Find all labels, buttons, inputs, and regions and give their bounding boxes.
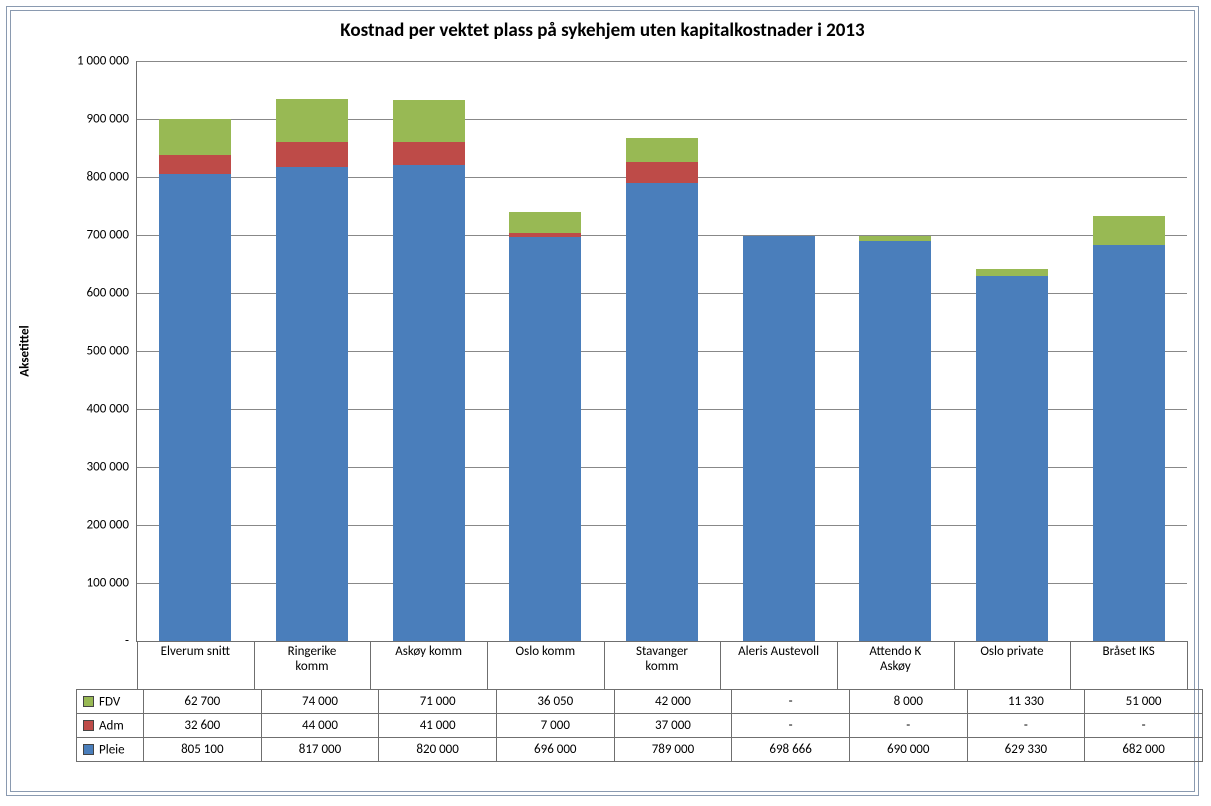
y-tick-label: 900 000	[87, 112, 137, 127]
x-tick-label: Oslo private	[954, 641, 1071, 660]
bar	[159, 119, 231, 641]
table-cell: 696 000	[496, 738, 614, 762]
table-cell: 11 330	[967, 690, 1085, 714]
bar	[1093, 216, 1165, 641]
bar	[859, 236, 931, 641]
table-cell: 37 000	[614, 714, 732, 738]
table-cell: -	[967, 714, 1085, 738]
bar-segment-adm	[276, 142, 348, 168]
x-tick-label: Attendo KAskøy	[837, 641, 954, 675]
bar-segment-pleie	[509, 237, 581, 641]
bar-segment-fdv	[276, 99, 348, 142]
legend-cell-adm: Adm	[77, 714, 144, 738]
bar-segment-fdv	[1093, 216, 1165, 246]
bar	[276, 99, 348, 641]
bar-segment-pleie	[859, 241, 931, 641]
y-tick-label: -	[125, 634, 137, 649]
table-cell: 74 000	[261, 690, 379, 714]
table-cell: 820 000	[379, 738, 497, 762]
x-tick-label: Aleris Austevoll	[720, 641, 837, 660]
bar	[743, 236, 815, 641]
bar-segment-fdv	[626, 138, 698, 162]
y-tick-label: 700 000	[87, 228, 137, 243]
table-cell: 629 330	[967, 738, 1085, 762]
table-row: Pleie 805 100817 000820 000696 000789 000…	[77, 738, 1203, 762]
table-cell: 805 100	[144, 738, 262, 762]
bar-segment-fdv	[393, 100, 465, 141]
bar	[509, 212, 581, 641]
table-cell: 36 050	[496, 690, 614, 714]
chart-title: Kostnad per vektet plass på sykehjem ute…	[11, 19, 1194, 42]
data-table: FDV62 70074 00071 00036 05042 000-8 0001…	[76, 689, 1203, 762]
x-tick-label: Oslo komm	[487, 641, 604, 660]
table-cell: 32 600	[144, 714, 262, 738]
table-cell: 71 000	[379, 690, 497, 714]
table-cell: 817 000	[261, 738, 379, 762]
chart-outer-frame: Kostnad per vektet plass på sykehjem ute…	[6, 6, 1199, 796]
y-tick-label: 1 000 000	[77, 54, 137, 69]
bar-segment-adm	[509, 233, 581, 237]
table-cell: 8 000	[849, 690, 967, 714]
x-tick-label: Askøy komm	[370, 641, 487, 660]
table-cell: 44 000	[261, 714, 379, 738]
legend-label: Adm	[99, 718, 124, 733]
table-cell: -	[732, 714, 850, 738]
plot-area: -100 000200 000300 000400 000500 000600 …	[136, 61, 1187, 642]
bar-segment-pleie	[276, 167, 348, 641]
bar	[393, 100, 465, 641]
bar-segment-pleie	[1093, 245, 1165, 641]
table-cell: 51 000	[1085, 690, 1203, 714]
y-axis-label: Aksetittel	[18, 325, 33, 376]
table-row: FDV 62 70074 00071 00036 05042 000-8 0001…	[77, 690, 1203, 714]
legend-swatch-icon	[83, 696, 94, 707]
bar-segment-adm	[626, 162, 698, 183]
table-cell: 7 000	[496, 714, 614, 738]
table-cell: 42 000	[614, 690, 732, 714]
y-tick-label: 300 000	[87, 460, 137, 475]
x-tick-label: Ringerikekomm	[254, 641, 371, 675]
bar-segment-adm	[159, 155, 231, 174]
bar-segment-pleie	[976, 276, 1048, 641]
x-tick-label: Stavangerkomm	[604, 641, 721, 675]
y-tick-label: 800 000	[87, 170, 137, 185]
bar-segment-adm	[393, 142, 465, 166]
table-cell: 62 700	[144, 690, 262, 714]
legend-cell-pleie: Pleie	[77, 738, 144, 762]
table-cell: 682 000	[1085, 738, 1203, 762]
bar-segment-pleie	[626, 183, 698, 641]
bar-segment-pleie	[159, 174, 231, 641]
x-tick-label: Bråset IKS	[1070, 641, 1187, 660]
bar-segment-fdv	[509, 212, 581, 233]
table-cell: -	[732, 690, 850, 714]
table-cell: 698 666	[732, 738, 850, 762]
y-tick-label: 100 000	[87, 576, 137, 591]
x-separator	[1187, 641, 1188, 689]
x-tick-label: Elverum snitt	[137, 641, 254, 660]
table-cell: -	[849, 714, 967, 738]
legend-swatch-icon	[83, 744, 94, 755]
y-tick-label: 400 000	[87, 402, 137, 417]
table-cell: 690 000	[849, 738, 967, 762]
bar	[976, 269, 1048, 641]
legend-label: Pleie	[99, 742, 125, 757]
legend-cell-fdv: FDV	[77, 690, 144, 714]
y-tick-label: 200 000	[87, 518, 137, 533]
y-tick-label: 500 000	[87, 344, 137, 359]
bar	[626, 138, 698, 641]
gridline	[137, 61, 1187, 62]
table-cell: 789 000	[614, 738, 732, 762]
bar-segment-pleie	[743, 236, 815, 641]
table-cell: -	[1085, 714, 1203, 738]
bar-segment-pleie	[393, 165, 465, 641]
bar-segment-fdv	[159, 119, 231, 155]
legend-label: FDV	[99, 694, 120, 709]
chart-inner-frame: Kostnad per vektet plass på sykehjem ute…	[10, 10, 1195, 792]
bar-segment-fdv	[859, 236, 931, 241]
table-cell: 41 000	[379, 714, 497, 738]
y-tick-label: 600 000	[87, 286, 137, 301]
table-row: Adm32 60044 00041 0007 00037 000----	[77, 714, 1203, 738]
bar-segment-fdv	[976, 269, 1048, 276]
legend-swatch-icon	[83, 720, 94, 731]
